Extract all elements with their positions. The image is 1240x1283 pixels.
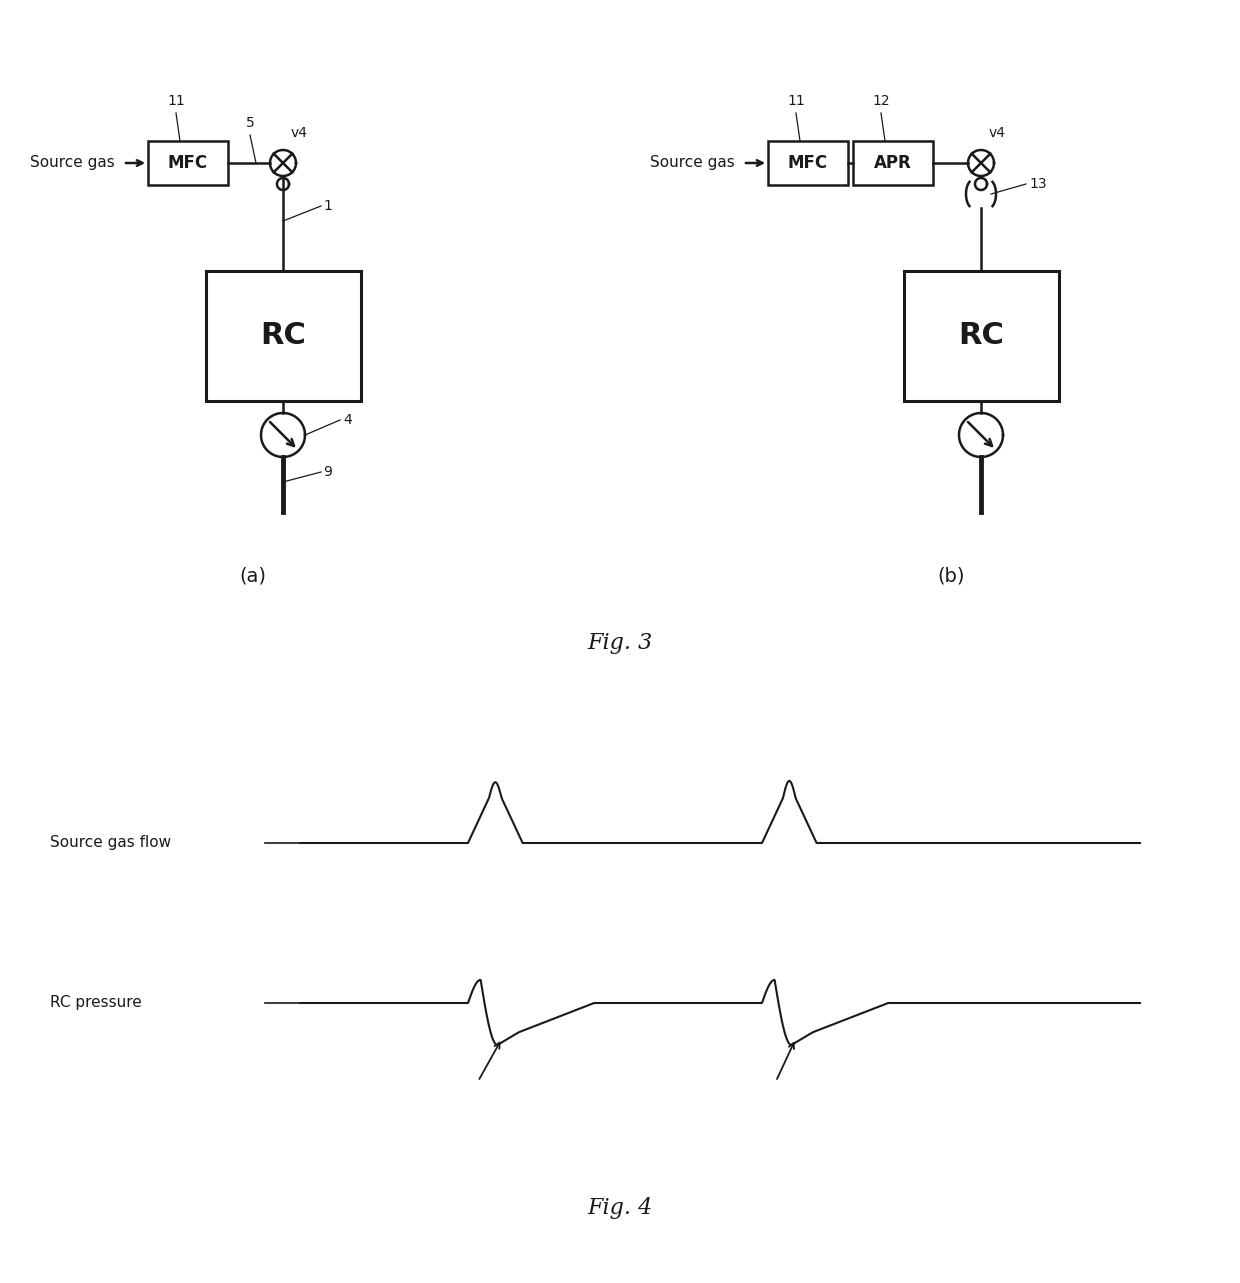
Text: Source gas: Source gas (650, 155, 735, 171)
Text: MFC: MFC (787, 154, 828, 172)
Text: RC: RC (260, 322, 306, 350)
Text: 1: 1 (322, 199, 332, 213)
Text: v4: v4 (291, 126, 308, 140)
Text: 9: 9 (322, 464, 332, 479)
Text: 11: 11 (787, 94, 805, 108)
Text: RC pressure: RC pressure (50, 996, 141, 1011)
Text: Source gas flow: Source gas flow (50, 835, 171, 851)
Text: APR: APR (874, 154, 911, 172)
Text: MFC: MFC (167, 154, 208, 172)
Text: 4: 4 (343, 413, 352, 427)
Text: 12: 12 (872, 94, 890, 108)
Text: 13: 13 (1029, 177, 1047, 191)
Text: (b): (b) (937, 567, 965, 586)
Text: 5: 5 (246, 115, 254, 130)
Text: RC: RC (959, 322, 1004, 350)
Text: Fig. 4: Fig. 4 (588, 1197, 652, 1219)
Text: Source gas: Source gas (30, 155, 115, 171)
Text: v4: v4 (990, 126, 1006, 140)
Text: (a): (a) (239, 567, 267, 586)
Text: Fig. 3: Fig. 3 (588, 633, 652, 654)
Text: 11: 11 (167, 94, 185, 108)
